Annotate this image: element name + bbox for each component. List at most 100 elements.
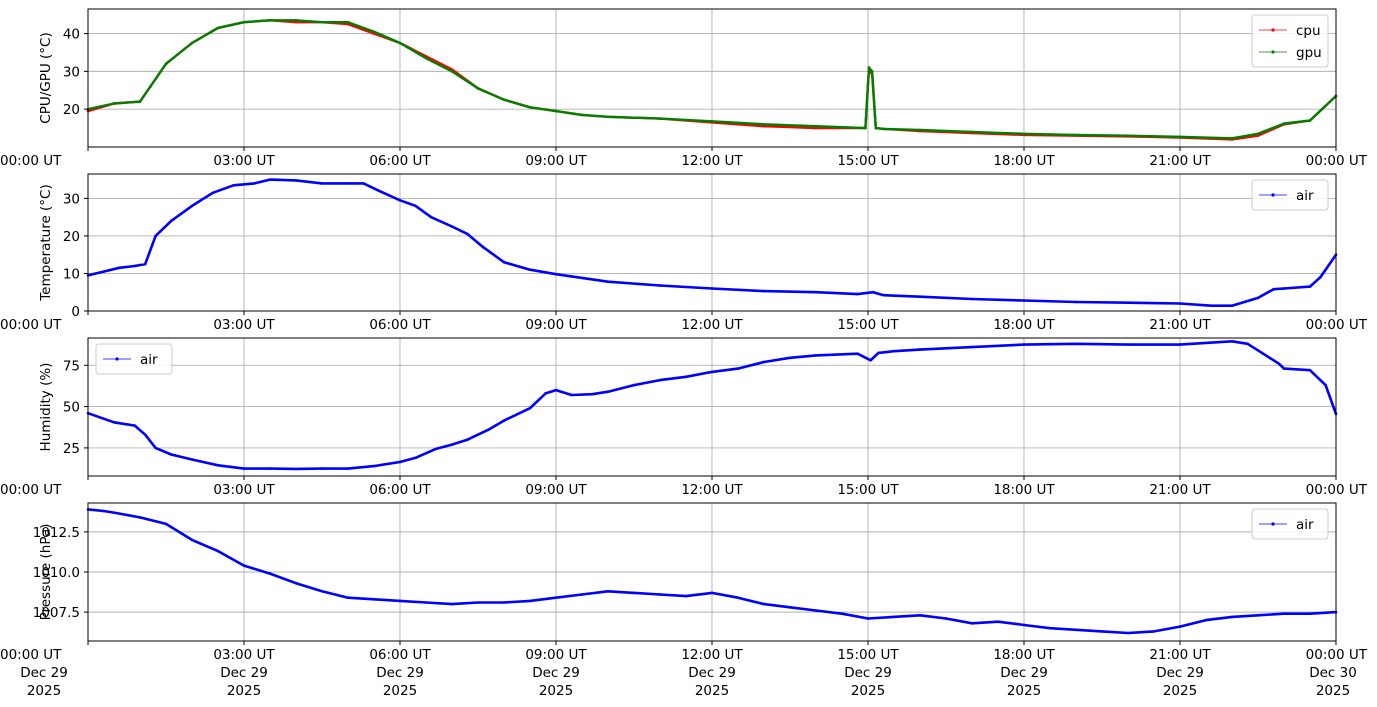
x-tick-label: 09:00 UT [525,647,587,663]
y-axis-label: Temperature (°C) [38,184,54,302]
data-point-air [1261,352,1265,356]
data-point-air [346,596,350,599]
data-point-gpu [606,115,610,119]
data-point-air [788,606,792,609]
data-point-gpu [882,127,885,131]
data-point-air [112,420,116,424]
data-point-air [570,393,573,397]
x-tick-label: 18:00 UT [993,647,1055,663]
data-point-air [450,602,454,606]
data-point-cpu [814,126,818,130]
data-point-air [1074,342,1078,346]
legend-label-gpu: gpu [1296,45,1322,61]
data-point-air [684,594,688,598]
x-tick-label: 21:00 UT [1149,482,1211,498]
data-point-gpu [1282,122,1286,125]
data-point-air [1178,625,1182,628]
x-date-label: 2025 [695,683,729,699]
legend-marker-cpu [1271,28,1275,32]
panel-3: 25 50 75 Humidity (%) 00:00 UT 03:00 UT 06:00 … [0,337,1368,498]
data-point-gpu [372,30,376,33]
x-date-label: Dec 29 [220,665,268,681]
x-tick-label: 00:00 UT [0,647,62,663]
data-point-air [762,289,766,293]
data-point-air [970,622,974,625]
x-date-label: 2025 [1007,683,1041,699]
data-point-air [1256,614,1260,617]
data-point-gpu [294,19,298,22]
data-point-air [242,564,246,567]
legend: cpu gpu [1251,14,1329,68]
data-point-air [606,280,610,284]
data-point-air [476,601,480,604]
data-point-air [414,204,417,208]
data-point-air [102,270,105,273]
data-point-air [398,198,402,202]
data-point-air [814,290,818,294]
data-point-air [544,392,547,395]
x-tick-label: 00:00 UT [1306,153,1368,169]
data-point-air [970,345,974,349]
data-point-air [606,589,610,593]
data-point-air [216,549,220,553]
data-point-air [710,287,714,290]
legend-label-air: air [1296,188,1314,204]
data-point-air [944,617,948,620]
y-tick-label: 25 [63,441,80,457]
series-line-gpu [87,19,1337,140]
data-point-air [1282,367,1286,370]
x-tick-label: 15:00 UT [837,153,899,169]
x-tick-label: 15:00 UT [837,317,899,333]
x-date-label: Dec 29 [20,665,68,681]
data-point-air [918,348,922,351]
x-tick-label: 06:00 UT [369,317,431,333]
data-point-gpu [450,70,454,73]
x-date-label: 2025 [1316,683,1350,699]
legend-label-cpu: cpu [1296,23,1321,39]
x-date-label: Dec 29 [844,665,892,681]
data-point-air [1022,623,1026,627]
x-tick-label: 06:00 UT [369,153,431,169]
data-point-air [762,360,766,364]
data-point-air [970,297,974,301]
y-tick-label: 75 [63,358,80,374]
series-line-air [87,178,1338,308]
data-point-air [882,293,885,297]
x-tick-label: 03:00 UT [213,153,275,169]
data-point-air [1256,296,1260,300]
data-point-air [814,609,818,612]
data-point-gpu [554,109,558,113]
data-point-air [554,272,558,276]
data-point-air [871,290,875,294]
data-point-air [377,189,381,193]
legend: air [95,343,173,375]
data-point-gpu [970,130,974,134]
data-point-air [554,596,558,599]
data-point-air [268,467,272,470]
data-point-air [294,179,298,182]
data-point-air [487,428,490,432]
data-point-gpu [424,56,428,60]
data-point-gpu [1308,119,1312,122]
data-point-air [102,509,105,513]
x-tick-label: 00:00 UT [1306,482,1368,498]
data-point-air [710,370,714,374]
data-point-air [450,225,454,228]
data-point-air [143,262,147,266]
x-tick-label: 12:00 UT [681,153,743,169]
data-point-air [1152,630,1156,633]
data-point-gpu [710,119,714,123]
data-point-gpu [112,102,116,105]
data-point-air [435,447,438,451]
data-point-air [1308,285,1312,288]
x-date-label: 2025 [1163,683,1197,699]
data-point-air [372,597,376,601]
data-point-air [190,458,194,461]
data-point-gpu [190,41,194,45]
data-point-air [481,245,485,249]
x-date-label: Dec 29 [1156,665,1204,681]
legend: air [1251,508,1329,540]
data-point-air [632,591,636,595]
legend-marker-gpu [1271,50,1275,54]
data-point-air [1230,304,1234,308]
